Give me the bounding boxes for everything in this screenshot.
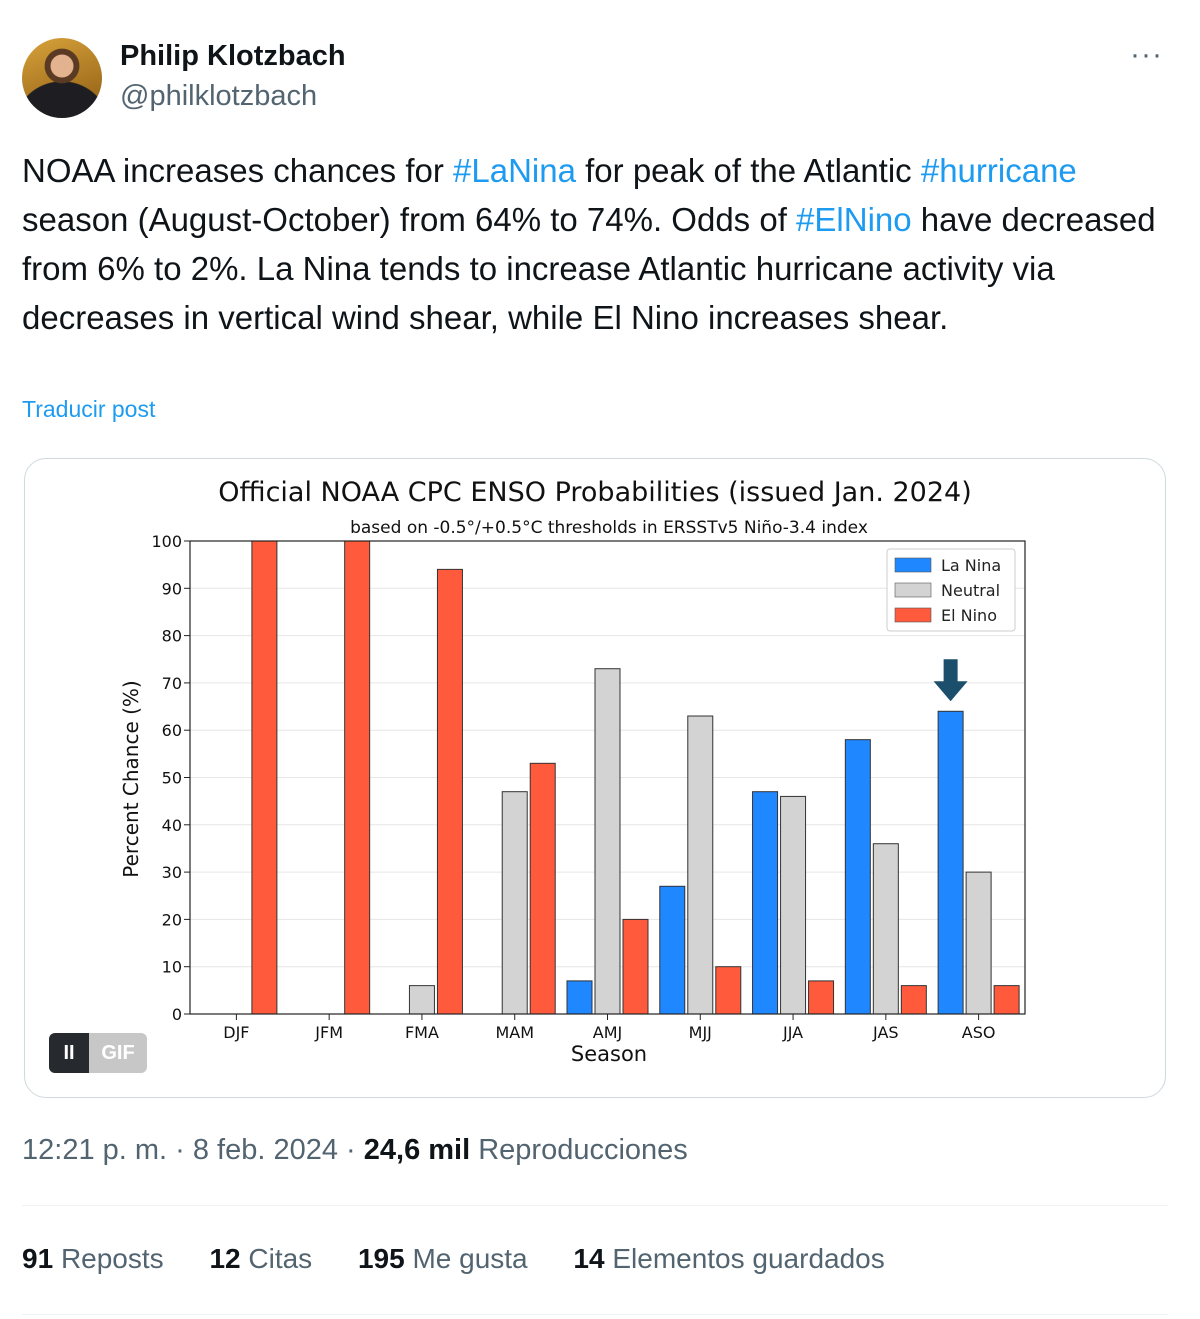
plot-frame	[189, 540, 1026, 1015]
y-tick-label: 40	[162, 816, 182, 835]
x-axis-label: Season	[571, 1042, 647, 1066]
bar-el-nino	[251, 540, 278, 1015]
y-tick-label: 60	[162, 721, 182, 740]
gif-badge: II GIF	[49, 1033, 147, 1073]
hashtag-hurricane[interactable]: #hurricane	[920, 152, 1077, 189]
legend-swatch	[894, 557, 932, 573]
timestamp[interactable]: 12:21 p. m. · 8 feb. 2024 ·	[22, 1134, 364, 1166]
author-handle[interactable]: @philklotzbach	[120, 80, 318, 112]
bar-la-nina	[659, 885, 686, 1015]
bar-el-nino	[436, 568, 463, 1015]
enso-probability-chart: Official NOAA CPC ENSO Probabilities (is…	[119, 477, 1026, 1066]
x-tick-label: JJA	[782, 1023, 803, 1042]
y-tick-label: 70	[162, 674, 182, 693]
legend-swatch	[894, 607, 932, 623]
legend-label: Neutral	[941, 581, 1000, 600]
y-tick-label: 80	[162, 627, 182, 646]
bar-el-nino	[808, 980, 835, 1015]
stat-bookmarks[interactable]: 14 Elementos guardados	[573, 1243, 885, 1274]
chart-title: Official NOAA CPC ENSO Probabilities (is…	[218, 477, 972, 508]
x-tick-label: JAS	[872, 1023, 899, 1042]
hashtag-lanina[interactable]: #LaNina	[453, 152, 576, 189]
legend-swatch	[894, 582, 932, 598]
divider	[22, 1205, 1168, 1206]
y-tick-label: 90	[162, 579, 182, 598]
engagement-stats: 91 Reposts 12 Citas 195 Me gusta 14 Elem…	[22, 1243, 923, 1275]
y-tick-label: 20	[162, 910, 182, 929]
bar-el-nino	[622, 918, 649, 1015]
bar-neutral	[594, 668, 621, 1015]
bar-la-nina	[566, 980, 593, 1015]
author-avatar[interactable]	[22, 38, 102, 118]
x-tick-label: JFM	[314, 1023, 343, 1042]
views-label: Reproducciones	[478, 1134, 688, 1166]
tweet-text-segment: season (August-October) from 64% to 74%.…	[22, 201, 797, 238]
stat-reposts[interactable]: 91 Reposts	[22, 1243, 164, 1274]
bar-la-nina	[937, 710, 964, 1015]
x-tick-label: DJF	[223, 1023, 249, 1042]
bar-el-nino	[715, 966, 742, 1015]
y-axis-label: Percent Chance (%)	[119, 680, 143, 877]
y-tick-label: 50	[162, 769, 182, 788]
legend-label: El Nino	[941, 606, 997, 625]
divider	[22, 1314, 1168, 1315]
bar-la-nina	[844, 739, 871, 1015]
legend-label: La Nina	[941, 556, 1001, 575]
x-tick-label: AMJ	[593, 1023, 622, 1042]
tweet-meta: 12:21 p. m. · 8 feb. 2024 · 24,6 mil Rep…	[22, 1134, 688, 1167]
y-tick-label: 100	[151, 532, 182, 551]
bar-el-nino	[529, 762, 556, 1015]
gif-label: GIF	[89, 1033, 147, 1073]
bar-el-nino	[344, 540, 371, 1015]
x-tick-label: MJJ	[689, 1023, 712, 1042]
x-tick-label: ASO	[962, 1023, 996, 1042]
bar-la-nina	[752, 791, 779, 1015]
x-tick-label: FMA	[405, 1023, 439, 1042]
bar-neutral	[965, 871, 992, 1015]
x-tick-label: MAM	[495, 1023, 534, 1042]
more-options-icon[interactable]: ···	[1130, 38, 1163, 71]
author-name[interactable]: Philip Klotzbach	[120, 40, 346, 72]
media-gif[interactable]: Official NOAA CPC ENSO Probabilities (is…	[24, 458, 1166, 1098]
tweet-text-segment: for peak of the Atlantic	[575, 152, 921, 189]
bar-neutral	[872, 843, 899, 1015]
bar-neutral	[501, 791, 528, 1015]
hashtag-elnino[interactable]: #ElNino	[796, 201, 912, 238]
bar-neutral	[408, 985, 435, 1015]
y-tick-label: 0	[172, 1005, 182, 1024]
views-count: 24,6 mil	[363, 1134, 471, 1166]
stat-likes[interactable]: 195 Me gusta	[357, 1243, 528, 1274]
chart-subtitle: based on -0.5°/+0.5°C thresholds in ERSS…	[350, 518, 868, 538]
bar-neutral	[780, 795, 807, 1015]
tweet-text-segment: NOAA increases chances for	[22, 152, 454, 189]
bar-el-nino	[900, 985, 927, 1015]
translate-post-link[interactable]: Traducir post	[22, 396, 156, 422]
pause-icon[interactable]: II	[49, 1033, 89, 1073]
y-tick-label: 10	[162, 958, 182, 977]
stat-quotes[interactable]: 12 Citas	[209, 1243, 313, 1274]
bar-neutral	[687, 715, 714, 1015]
tweet-text-segment: have decreased from 6% to 2%. La Nina te…	[22, 201, 1156, 336]
y-tick-label: 30	[162, 863, 182, 882]
tweet-text: NOAA increases chances for #LaNina for p…	[22, 146, 1182, 342]
bar-el-nino	[993, 985, 1020, 1015]
annotation-arrow-icon	[933, 659, 968, 702]
